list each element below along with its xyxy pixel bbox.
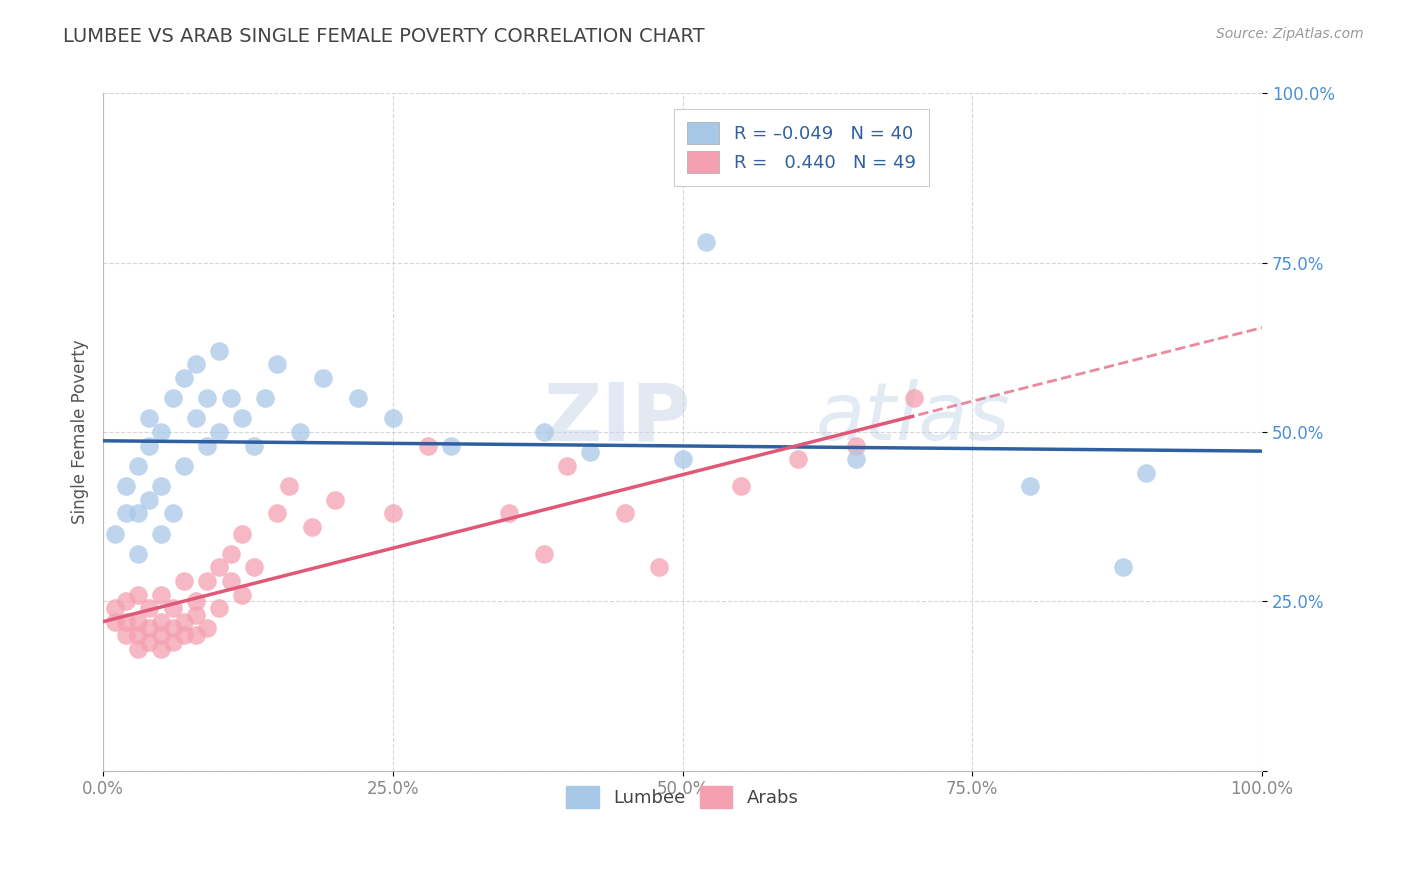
Point	[184, 357, 207, 371]
Point	[150, 588, 173, 602]
Point	[150, 641, 173, 656]
Point	[173, 458, 195, 473]
Legend: Lumbee, Arabs: Lumbee, Arabs	[553, 772, 813, 822]
Point	[301, 520, 323, 534]
Point	[197, 574, 219, 588]
Point	[127, 506, 149, 520]
Point	[138, 601, 160, 615]
Point	[231, 411, 253, 425]
Point	[104, 601, 127, 615]
Point	[381, 411, 404, 425]
Point	[347, 391, 370, 405]
Point	[845, 439, 868, 453]
Point	[613, 506, 636, 520]
Point	[1019, 479, 1042, 493]
Text: Source: ZipAtlas.com: Source: ZipAtlas.com	[1216, 27, 1364, 41]
Point	[219, 547, 242, 561]
Point	[266, 357, 288, 371]
Point	[903, 391, 925, 405]
Point	[243, 560, 266, 574]
Point	[162, 391, 184, 405]
Point	[208, 560, 231, 574]
Point	[579, 445, 602, 459]
Point	[138, 492, 160, 507]
Point	[197, 439, 219, 453]
Point	[173, 574, 195, 588]
Point	[115, 506, 138, 520]
Point	[184, 594, 207, 608]
Point	[381, 506, 404, 520]
Point	[416, 439, 439, 453]
Point	[288, 425, 311, 439]
Point	[173, 628, 195, 642]
Point	[208, 601, 231, 615]
Text: ZIP: ZIP	[544, 379, 690, 458]
Point	[150, 615, 173, 629]
Y-axis label: Single Female Poverty: Single Female Poverty	[72, 340, 89, 524]
Point	[208, 425, 231, 439]
Point	[127, 615, 149, 629]
Point	[208, 343, 231, 358]
Point	[277, 479, 299, 493]
Point	[1112, 560, 1135, 574]
Point	[127, 641, 149, 656]
Point	[104, 526, 127, 541]
Point	[127, 588, 149, 602]
Point	[127, 547, 149, 561]
Point	[254, 391, 277, 405]
Point	[162, 601, 184, 615]
Point	[1135, 466, 1157, 480]
Point	[231, 588, 253, 602]
Point	[138, 635, 160, 649]
Point	[787, 452, 810, 467]
Point	[104, 615, 127, 629]
Text: LUMBEE VS ARAB SINGLE FEMALE POVERTY CORRELATION CHART: LUMBEE VS ARAB SINGLE FEMALE POVERTY COR…	[63, 27, 704, 45]
Point	[184, 628, 207, 642]
Point	[243, 439, 266, 453]
Point	[555, 458, 578, 473]
Point	[219, 574, 242, 588]
Point	[127, 458, 149, 473]
Point	[695, 235, 717, 250]
Point	[138, 411, 160, 425]
Point	[845, 452, 868, 467]
Point	[671, 452, 693, 467]
Point	[150, 526, 173, 541]
Point	[197, 391, 219, 405]
Point	[197, 622, 219, 636]
Point	[231, 526, 253, 541]
Text: atlas: atlas	[815, 379, 1011, 458]
Point	[219, 391, 242, 405]
Point	[150, 479, 173, 493]
Point	[440, 439, 463, 453]
Point	[533, 425, 555, 439]
Point	[323, 492, 346, 507]
Point	[266, 506, 288, 520]
Point	[138, 439, 160, 453]
Point	[150, 425, 173, 439]
Point	[162, 506, 184, 520]
Point	[138, 622, 160, 636]
Point	[184, 411, 207, 425]
Point	[115, 615, 138, 629]
Point	[730, 479, 752, 493]
Point	[533, 547, 555, 561]
Point	[173, 615, 195, 629]
Point	[127, 628, 149, 642]
Point	[648, 560, 671, 574]
Point	[312, 371, 335, 385]
Point	[150, 628, 173, 642]
Point	[115, 628, 138, 642]
Point	[162, 622, 184, 636]
Point	[115, 479, 138, 493]
Point	[184, 607, 207, 622]
Point	[162, 635, 184, 649]
Point	[173, 371, 195, 385]
Point	[115, 594, 138, 608]
Point	[498, 506, 520, 520]
